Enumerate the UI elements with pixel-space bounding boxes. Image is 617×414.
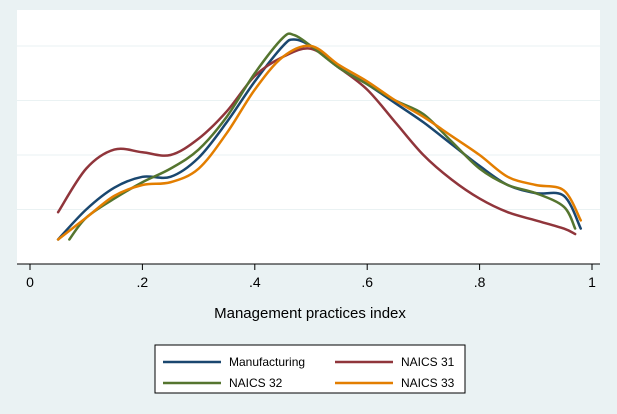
x-tick-label: 0 bbox=[26, 274, 34, 290]
x-tick-label: .8 bbox=[474, 274, 486, 290]
x-tick-label: .6 bbox=[361, 274, 373, 290]
plot-area bbox=[17, 10, 600, 264]
x-tick-label: .4 bbox=[249, 274, 261, 290]
x-tick-label: 1 bbox=[588, 274, 596, 290]
series-lines bbox=[56, 32, 583, 241]
legend-label: NAICS 33 bbox=[401, 376, 455, 390]
x-axis-title: Management practices index bbox=[214, 305, 406, 322]
x-axis-ticks: 0 .2 .4 .6 .8 1 bbox=[26, 264, 596, 290]
legend-box bbox=[154, 344, 466, 394]
legend-label: NAICS 31 bbox=[401, 355, 455, 369]
series-line-4 bbox=[56, 44, 583, 241]
x-tick-label: .2 bbox=[137, 274, 149, 290]
legend-label: Manufacturing bbox=[229, 355, 305, 369]
legend: Manufacturing NAICS 31 NAICS 32 NAICS 33 bbox=[154, 344, 466, 394]
legend-label: NAICS 32 bbox=[229, 376, 283, 390]
